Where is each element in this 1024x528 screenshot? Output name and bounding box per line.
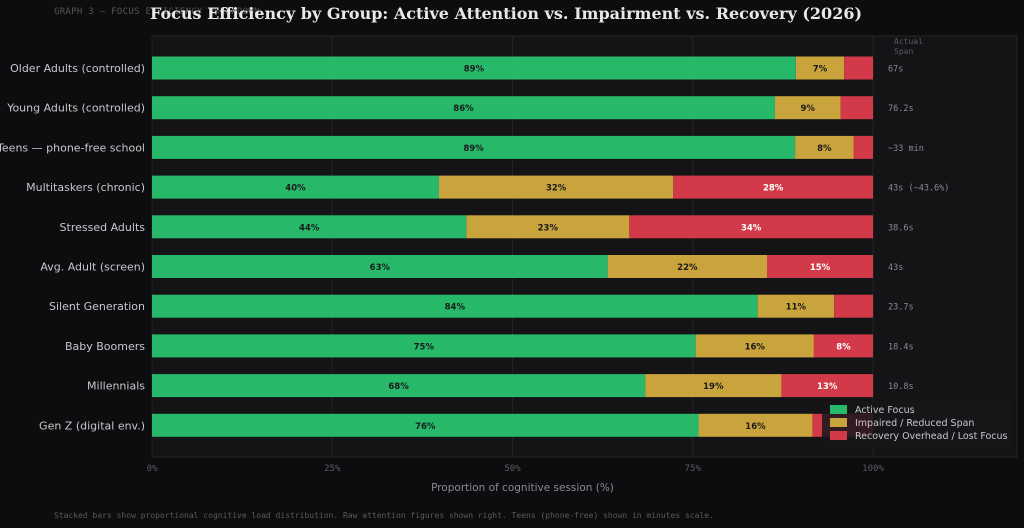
bar-segment-1 — [152, 96, 775, 120]
data-label: 84% — [445, 303, 466, 313]
actual-span-value: 38.6s — [888, 223, 914, 233]
bar-segment-2 — [757, 294, 835, 318]
legend-label: Impaired / Reduced Span — [855, 418, 974, 429]
category-label: Gen Z (digital env.) — [39, 419, 145, 432]
bar-segment-3 — [629, 215, 873, 239]
data-label: 89% — [463, 144, 484, 154]
data-label: 32% — [546, 184, 567, 194]
bar-segment-2 — [695, 334, 814, 358]
bar-segment-2 — [607, 255, 768, 278]
legend-swatch — [830, 431, 847, 440]
data-label: 13% — [817, 382, 838, 392]
data-label: 11% — [786, 303, 807, 313]
bar-segment-2 — [645, 374, 782, 398]
legend-label: Active Focus — [855, 405, 915, 416]
bar-segment-1 — [152, 374, 646, 398]
x-axis-label: Proportion of cognitive session (%) — [431, 482, 614, 494]
bar-segment-1 — [152, 175, 439, 199]
x-tick-label: 0% — [147, 464, 158, 474]
bar-segment-2 — [466, 215, 630, 239]
bar-segment-1 — [152, 135, 796, 159]
bar-segment-1 — [152, 255, 608, 278]
actual-span-value: 43s — [888, 263, 903, 273]
category-label: Baby Boomers — [65, 340, 145, 353]
legend-swatch — [830, 405, 847, 414]
bar-segment-1 — [152, 56, 796, 80]
legend-box — [822, 402, 1012, 448]
right-column-header: Span — [894, 47, 913, 56]
chart-title: Focus Efficiency by Group: Active Attent… — [150, 4, 863, 23]
category-label: Stressed Adults — [60, 221, 146, 234]
data-label: 34% — [741, 223, 762, 233]
actual-span-value: 43s (−43.6%) — [888, 184, 949, 194]
bar-segment-3 — [844, 56, 873, 80]
bar-segment-2 — [774, 96, 841, 120]
category-label: Avg. Adult (screen) — [40, 261, 145, 274]
bar-segment-1 — [152, 334, 696, 358]
actual-span-value: 67s — [888, 65, 903, 75]
data-label: 89% — [464, 65, 485, 75]
x-tick-label: 100% — [862, 464, 884, 474]
actual-span-value: ~33 min — [888, 144, 924, 154]
right-column-header: Actual — [894, 37, 923, 46]
data-label: 8% — [817, 144, 832, 154]
bar-segment-3 — [834, 294, 873, 318]
actual-span-value: 23.7s — [888, 303, 914, 313]
data-label: 7% — [813, 65, 828, 75]
legend-label: Recovery Overhead / Lost Focus — [855, 431, 1008, 442]
data-label: 44% — [299, 223, 320, 233]
bar-segment-3 — [813, 334, 873, 358]
bar-segment-2 — [795, 56, 845, 80]
data-label: 15% — [810, 263, 831, 273]
bar-segment-3 — [853, 135, 873, 159]
bar-segment-1 — [152, 215, 467, 239]
data-label: 9% — [801, 104, 816, 114]
data-label: 63% — [370, 263, 391, 273]
data-label: 8% — [836, 342, 851, 352]
data-label: 86% — [453, 104, 474, 114]
data-label: 28% — [763, 184, 784, 194]
x-tick-label: 75% — [685, 464, 702, 474]
data-label: 75% — [414, 342, 435, 352]
bar-segment-2 — [698, 413, 813, 437]
data-label: 23% — [538, 223, 559, 233]
category-label: Older Adults (controlled) — [10, 62, 145, 75]
bar-segment-3 — [673, 175, 873, 199]
graph-caption: GRAPH 3 — FOCUS EFFICIENCY BREAKDOWN — [54, 7, 260, 17]
actual-span-value: 76.2s — [888, 104, 914, 114]
data-label: 16% — [745, 422, 766, 432]
category-label: Millennials — [87, 380, 145, 393]
x-tick-label: 25% — [324, 464, 341, 474]
footnote: Stacked bars show proportional cognitive… — [54, 511, 714, 520]
bar-segment-3 — [767, 255, 873, 278]
bar-segment-2 — [795, 135, 854, 159]
data-label: 22% — [677, 263, 698, 273]
category-label: Silent Generation — [49, 300, 145, 313]
bar-segment-1 — [152, 413, 699, 437]
bar-segment-3 — [781, 374, 873, 398]
bar-segment-3 — [840, 96, 873, 120]
x-tick-label: 50% — [504, 464, 521, 474]
legend-swatch — [830, 418, 847, 427]
data-label: 76% — [415, 422, 436, 432]
data-label: 16% — [745, 342, 766, 352]
data-label: 40% — [285, 184, 306, 194]
data-label: 68% — [388, 382, 409, 392]
category-label: Multitaskers (chronic) — [26, 181, 145, 194]
actual-span-value: 18.4s — [888, 342, 914, 352]
category-label: Teens — phone-free school — [0, 141, 145, 154]
category-label: Young Adults (controlled) — [6, 102, 145, 115]
bar-segment-2 — [438, 175, 674, 199]
bar-segment-1 — [152, 294, 758, 318]
actual-span-value: 10.8s — [888, 382, 914, 392]
data-label: 19% — [703, 382, 724, 392]
